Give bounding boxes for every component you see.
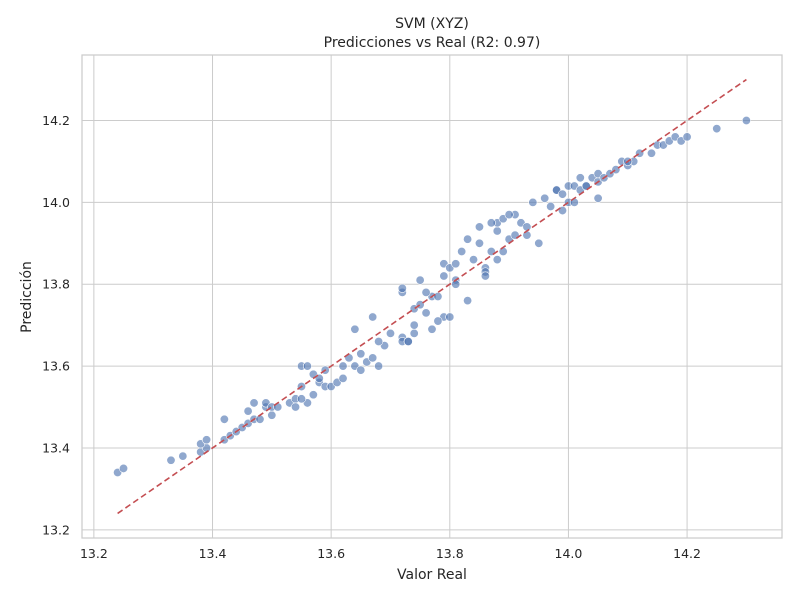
x-tick-labels: 13.2 13.4 13.6 13.8 14.0 14.2 <box>80 546 701 561</box>
data-point <box>741 115 751 125</box>
data-point <box>421 308 431 318</box>
data-point <box>498 246 508 256</box>
x-tick-label: 13.2 <box>80 546 108 561</box>
data-point <box>457 246 467 256</box>
data-point <box>403 337 413 347</box>
data-points <box>113 115 751 478</box>
data-point <box>522 222 532 232</box>
data-point <box>166 455 176 465</box>
data-point <box>486 218 496 228</box>
data-point <box>439 271 449 281</box>
data-point <box>409 320 419 330</box>
data-point <box>433 316 443 326</box>
data-point <box>534 238 544 248</box>
data-point <box>540 193 550 203</box>
y-tick-label: 13.4 <box>42 440 70 455</box>
data-point <box>492 226 502 236</box>
data-point <box>409 328 419 338</box>
data-point <box>374 361 384 371</box>
data-point <box>255 414 265 424</box>
data-point <box>451 279 461 289</box>
y-tick-label: 14.2 <box>42 113 70 128</box>
data-point <box>474 222 484 232</box>
data-point <box>249 398 259 408</box>
data-point <box>219 414 229 424</box>
data-point <box>474 238 484 248</box>
data-point <box>356 349 366 359</box>
data-point <box>558 189 568 199</box>
data-point <box>397 283 407 293</box>
x-tick-label: 14.2 <box>673 546 701 561</box>
x-tick-label: 13.8 <box>436 546 464 561</box>
data-point <box>682 132 692 142</box>
data-point <box>119 463 129 473</box>
data-point <box>480 271 490 281</box>
y-tick-label: 13.6 <box>42 359 70 374</box>
data-point <box>374 337 384 347</box>
x-axis-label: Valor Real <box>397 567 467 583</box>
data-point <box>350 324 360 334</box>
y-tick-label: 14.0 <box>42 195 70 210</box>
chart-subtitle: Predicciones vs Real (R2: 0.97) <box>324 35 541 51</box>
data-point <box>291 402 301 412</box>
data-point <box>463 234 473 244</box>
data-point <box>243 406 253 416</box>
data-point <box>445 312 455 322</box>
x-tick-label: 13.6 <box>317 546 345 561</box>
data-point <box>646 148 656 158</box>
y-tick-label: 13.2 <box>42 522 70 537</box>
data-point <box>338 373 348 383</box>
data-point <box>202 435 212 445</box>
data-point <box>504 210 514 220</box>
data-point <box>296 394 306 404</box>
data-point <box>593 193 603 203</box>
reference-line <box>117 78 747 515</box>
plot-area-frame <box>81 54 783 539</box>
data-point <box>451 259 461 269</box>
data-point <box>546 201 556 211</box>
y-axis-label: Predicción <box>19 261 35 333</box>
data-point <box>433 291 443 301</box>
data-point <box>492 255 502 265</box>
data-point <box>421 287 431 297</box>
data-point <box>368 353 378 363</box>
data-point <box>267 410 277 420</box>
data-point <box>528 197 538 207</box>
data-point <box>469 255 479 265</box>
data-point <box>427 324 437 334</box>
data-point <box>308 390 318 400</box>
data-point <box>338 361 348 371</box>
data-point <box>575 173 585 183</box>
data-point <box>463 296 473 306</box>
y-tick-label: 13.8 <box>42 277 70 292</box>
x-tick-label: 13.4 <box>199 546 227 561</box>
y-tick-labels: 13.2 13.4 13.6 13.8 14.0 14.2 <box>42 113 70 537</box>
x-tick-label: 14.0 <box>555 546 583 561</box>
data-point <box>368 312 378 322</box>
data-point <box>178 451 188 461</box>
chart-title: SVM (XYZ) <box>395 16 469 32</box>
data-point <box>415 275 425 285</box>
data-point <box>712 124 722 134</box>
data-point <box>356 365 366 375</box>
data-point <box>302 361 312 371</box>
data-point <box>385 328 395 338</box>
